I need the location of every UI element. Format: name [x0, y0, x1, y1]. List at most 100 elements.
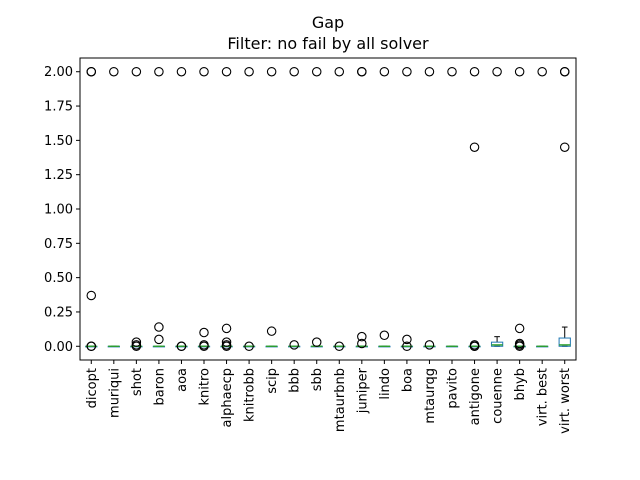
box-lindo: [378, 66, 391, 348]
outlier-point: [469, 66, 480, 77]
box-series: [85, 66, 571, 352]
box-baron: [152, 66, 166, 348]
box-virt-worst: [558, 66, 571, 347]
outlier-point: [154, 66, 164, 77]
box-knitrobb: [242, 66, 256, 352]
outlier-point: [357, 338, 367, 349]
box-dicopt: [85, 66, 98, 352]
outlier-point: [221, 337, 232, 347]
outlier-point: [447, 66, 457, 77]
outlier-point: [176, 341, 187, 352]
x-tick-label: knitrobb: [243, 368, 258, 422]
outlier-point: [514, 323, 525, 334]
box-virt-best: [536, 66, 549, 348]
outlier-point: [86, 290, 97, 301]
box-knitro: [197, 66, 211, 352]
x-tick-label: alphaecp: [220, 368, 235, 427]
box-bhyb: [513, 66, 526, 352]
x-tick-label: dicopt: [85, 368, 100, 408]
outlier-point: [221, 66, 232, 77]
outlier-point: [221, 323, 232, 334]
outlier-point: [131, 337, 142, 347]
outlier-point: [154, 334, 164, 345]
x-tick-label: muriqui: [107, 368, 122, 418]
outlier-point: [86, 66, 97, 77]
y-tick-label: 0.00: [44, 340, 73, 355]
outlier-point: [424, 66, 435, 77]
y-tick-label: 0.25: [44, 305, 73, 320]
box-scip: [265, 66, 278, 348]
x-tick-label: lindo: [378, 368, 393, 400]
x-tick-label: pavito: [446, 368, 461, 409]
outlier-point: [559, 142, 570, 152]
x-tick-label: virt. best: [536, 368, 551, 426]
outlier-point: [199, 66, 209, 77]
outlier-point: [311, 337, 322, 347]
outlier-point: [266, 66, 277, 77]
outlier-point: [514, 341, 525, 352]
y-tick-label: 0.75: [44, 237, 73, 252]
outlier-point: [244, 341, 254, 352]
box-mtaurqg: [423, 66, 436, 350]
x-axis: dicopt muriqui shot baron aoa knitro alphaecp k…: [85, 360, 573, 434]
outlier-point: [244, 66, 254, 77]
outlier-point: [537, 66, 547, 77]
outlier-point: [357, 66, 367, 77]
y-tick-label: 2.00: [44, 65, 73, 80]
outlier-point: [469, 341, 480, 352]
box-shot: [130, 66, 143, 352]
y-tick-label: 1.25: [44, 168, 73, 183]
box-bbb: [288, 66, 301, 350]
outlier-point: [154, 322, 164, 332]
y-tick-label: 0.50: [44, 271, 73, 286]
outlier-point: [334, 341, 345, 352]
outlier-point: [311, 66, 322, 77]
chart-subtitle: Filter: no fail by all solver: [227, 34, 429, 53]
outlier-point: [289, 66, 299, 77]
x-tick-label: bbb: [288, 368, 303, 393]
box-juniper: [355, 66, 368, 349]
chart-title: Gap: [312, 13, 344, 32]
x-tick-label: antigone: [468, 368, 483, 425]
x-tick-label: scip: [265, 368, 280, 394]
outlier-point: [357, 331, 367, 342]
outlier-point: [131, 66, 142, 77]
x-tick-label: sbb: [310, 368, 325, 391]
box-sbb: [310, 66, 323, 348]
plot-frame: [79, 57, 577, 361]
x-tick-label: boa: [400, 368, 415, 392]
outlier-point: [334, 66, 345, 77]
y-tick-label: 1.75: [44, 100, 73, 115]
outlier-point: [402, 341, 412, 352]
outlier-point: [199, 341, 209, 352]
y-axis: 0.00 0.25 0.50 0.75 1.00 1.25 1.50 1.75 2.00: [44, 65, 80, 355]
outlier-point: [379, 330, 390, 341]
outlier-point: [176, 66, 187, 77]
x-tick-label: knitro: [198, 368, 213, 406]
x-tick-label: virt. worst: [558, 368, 573, 434]
outlier-point: [199, 327, 209, 338]
outlier-point: [289, 340, 299, 350]
outlier-point: [514, 66, 525, 77]
outlier-point: [379, 66, 390, 77]
box-mtaurbnb: [333, 66, 346, 352]
box-aoa: [175, 66, 188, 352]
box-boa: [400, 66, 414, 352]
outlier-point: [131, 341, 142, 352]
x-tick-label: aoa: [175, 368, 190, 392]
x-tick-label: mtaurbnb: [333, 368, 348, 432]
y-tick-label: 1.00: [44, 203, 73, 218]
box-couenne: [490, 66, 504, 347]
iqr-box: [558, 337, 571, 347]
outlier-point: [402, 334, 412, 345]
outlier-point: [86, 341, 97, 352]
box-muriqui: [107, 66, 120, 348]
box-antigone: [468, 66, 481, 352]
outlier-point: [469, 142, 480, 152]
x-tick-label: couenne: [491, 368, 506, 424]
outlier-point: [109, 66, 119, 77]
box-pavito: [445, 66, 459, 348]
x-tick-label: baron: [152, 368, 167, 405]
x-tick-label: mtaurqg: [423, 368, 438, 424]
